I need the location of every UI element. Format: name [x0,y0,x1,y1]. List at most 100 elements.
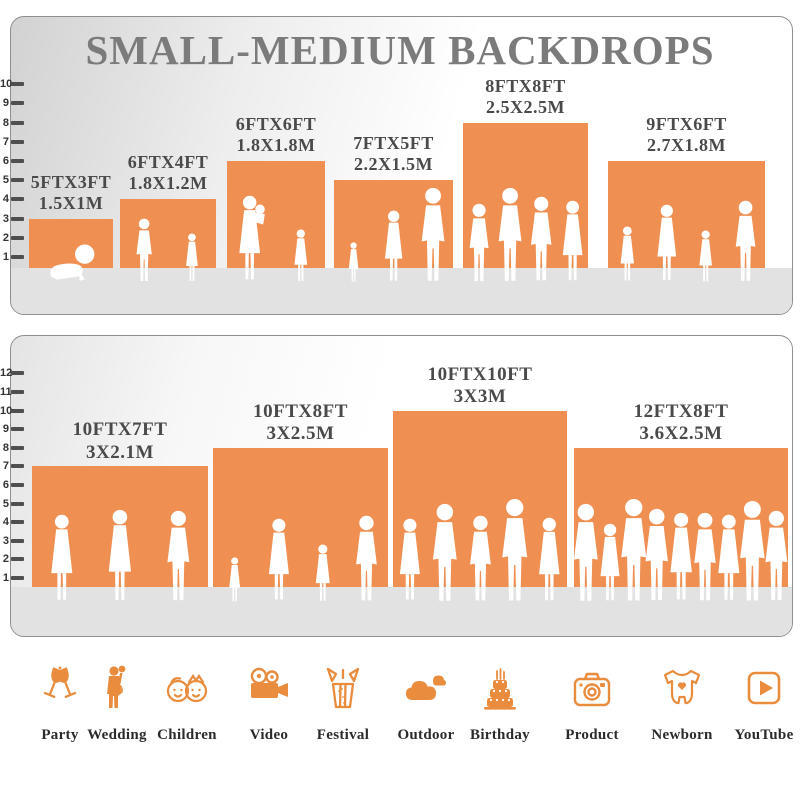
category-label: Wedding [87,727,147,743]
axis-tick-mark [11,139,24,144]
axis-tick-label: 6 [2,155,9,167]
bar-size-label: 10FTX10FT 3X3M [385,364,575,408]
size-bar [120,199,216,268]
silhouette-girl [186,233,198,282]
bar-size-label: 8FTX8FT 2.5X2.5M [431,76,621,118]
axis-tick-mark [11,557,24,562]
newborn-onesie-icon [658,664,706,712]
axis-tick-label: 9 [2,423,9,436]
category-label: Product [565,727,619,743]
bar-size-ft-label: 5FTX3FT [30,171,112,192]
category-label: Video [249,727,289,743]
party-glasses-icon [36,664,84,712]
silhouette-woman [384,210,403,281]
bar-size-label: 9FTX6FT 2.7X1.8M [592,114,782,156]
bar-size-ft-label: 10FTX8FT [253,400,348,422]
silhouette-man [421,187,445,281]
silhouette-man [498,187,522,281]
silhouette-toddler [229,557,241,602]
bar-size-m-label: 3X3M [453,385,507,407]
axis-tick-label: 10 [0,78,13,91]
axis-tick-mark [11,216,24,221]
axis-tick-label: 2 [2,231,9,244]
axis-tick-mark [11,82,24,87]
bar-size-ft-label: 9FTX6FT [646,114,727,134]
silhouette-girl [699,230,713,282]
bar-size-label: 10FTX8FT 3X2.5M [206,401,396,445]
silhouette-man [469,516,491,601]
axis-tick-label: 4 [2,516,9,529]
category-label: Outdoor [397,727,455,743]
bar-size-label: 5FTX3FT 1.5X1M [0,172,166,214]
bar-size-m-label: 3X2.1M [86,441,154,463]
axis-tick-mark [11,445,24,450]
bar-size-ft-label: 10FTX7FT [72,419,168,441]
category-label: Children [157,727,217,743]
silhouette-girl [294,229,307,282]
axis-tick-label: 3 [2,534,9,547]
axis-tick-label: 6 [2,479,9,491]
bar-size-label: 6FTX6FT 1.8X1.8M [181,114,371,156]
silhouette-woman [50,514,72,600]
bar-size-ft-label: 6FTX6FT [235,114,317,134]
bar-size-m-label: 3.6X2.5M [639,423,723,445]
bar-size-label: 7FTX5FT 2.2X1.5M [299,133,489,175]
silhouette-woman [108,509,132,600]
silhouette-man [502,498,528,601]
axis-tick-mark [11,197,24,202]
axis-tick-label: 2 [2,553,9,566]
bar-size-label: 6FTX4FT 1.8X1.2M [73,152,263,194]
silhouette-boy [136,218,152,282]
silhouette-girl [315,544,330,601]
festival-gift-icon [319,664,367,712]
axis-tick-label: 7 [2,135,9,148]
bar-size-label: 12FTX8FT 3.6X2.5M [586,401,776,445]
bar-size-ft-label: 7FTX5FT [353,133,434,154]
bar-size-m-label: 1.8X1.8M [236,135,316,156]
axis-tick-mark [11,520,24,525]
silhouette-woman [539,517,560,600]
silhouette-baby [49,244,94,281]
axis-tick-mark [11,427,24,432]
bar-size-ft-label: 6FTX4FT [127,152,209,173]
bar-size-m-label: 2.7X1.8M [647,135,726,156]
axis-tick-mark [11,483,24,487]
axis-tick-label: 5 [2,174,9,187]
bar-size-label: 10FTX7FT 3X2.1M [25,419,215,463]
category-label: YouTube [734,727,794,743]
axis-tick-mark [11,390,24,394]
page-title: SMALL-MEDIUM BACKDROPS [85,27,715,73]
axis-tick-label: 11 [0,386,12,398]
axis-tick-label: 9 [2,97,9,110]
bar-size-ft-label: 10FTX10FT [427,363,533,385]
children-faces-icon [163,664,211,712]
silhouette-girl [620,226,635,281]
birthday-cake-icon [476,664,524,712]
axis-tick-label: 8 [2,441,9,454]
silhouette-woman [400,519,421,600]
bar-size-m-label: 1.5X1M [38,192,104,213]
axis-tick-mark [11,501,24,506]
product-camera-icon [568,664,616,712]
silhouette-man [433,503,458,601]
axis-tick-mark [11,178,24,183]
category-label: Birthday [470,727,530,743]
bar-size-ft-label: 12FTX8FT [633,400,729,422]
silhouette-woman-holding-baby [239,196,266,280]
axis-tick-label: 7 [2,460,9,473]
silhouette-man [530,197,552,281]
axis-tick-label: 8 [2,116,9,129]
size-bar [608,161,765,268]
wedding-couple-icon [93,664,141,712]
size-bar [29,218,113,268]
axis-tick-label: 1 [2,572,9,584]
bar-size-m-label: 3X2.5M [266,423,335,445]
bar-size-m-label: 1.8X1.2M [128,173,208,194]
axis-tick-mark [11,576,24,580]
axis-tick-mark [11,101,24,106]
silhouette-woman [657,204,677,281]
video-camera-icon [245,664,293,712]
silhouette-woman [562,200,583,280]
axis-tick-label: 5 [2,497,9,510]
